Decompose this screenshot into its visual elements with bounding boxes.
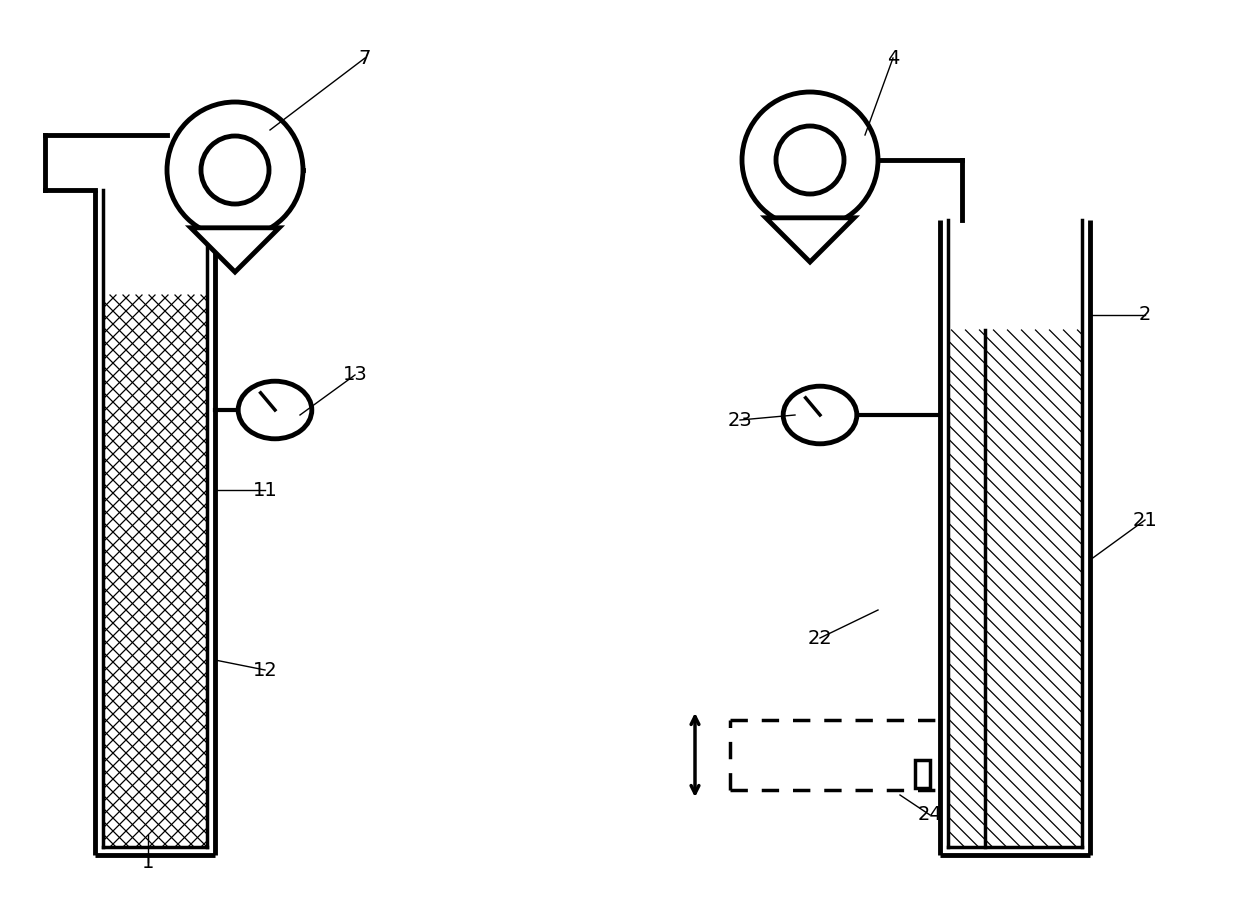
- Polygon shape: [766, 217, 854, 262]
- Text: 13: 13: [342, 365, 367, 384]
- Text: 23: 23: [728, 410, 753, 429]
- Ellipse shape: [238, 382, 311, 438]
- Text: 11: 11: [253, 481, 278, 500]
- Text: 12: 12: [253, 660, 278, 679]
- Text: 24: 24: [918, 805, 942, 824]
- Circle shape: [776, 126, 844, 194]
- Text: 2: 2: [1138, 306, 1151, 325]
- Bar: [949, 220, 1083, 330]
- Text: 4: 4: [887, 49, 899, 68]
- Bar: [949, 330, 1083, 847]
- Circle shape: [201, 136, 269, 204]
- Ellipse shape: [784, 386, 857, 444]
- Circle shape: [167, 102, 303, 238]
- Polygon shape: [191, 228, 279, 272]
- Circle shape: [742, 92, 878, 228]
- Text: 7: 7: [358, 49, 371, 68]
- Bar: [103, 190, 207, 295]
- Text: 21: 21: [1132, 511, 1157, 529]
- Bar: [103, 295, 207, 847]
- Text: 1: 1: [141, 852, 154, 871]
- Text: 22: 22: [807, 629, 832, 648]
- Bar: [915, 760, 930, 788]
